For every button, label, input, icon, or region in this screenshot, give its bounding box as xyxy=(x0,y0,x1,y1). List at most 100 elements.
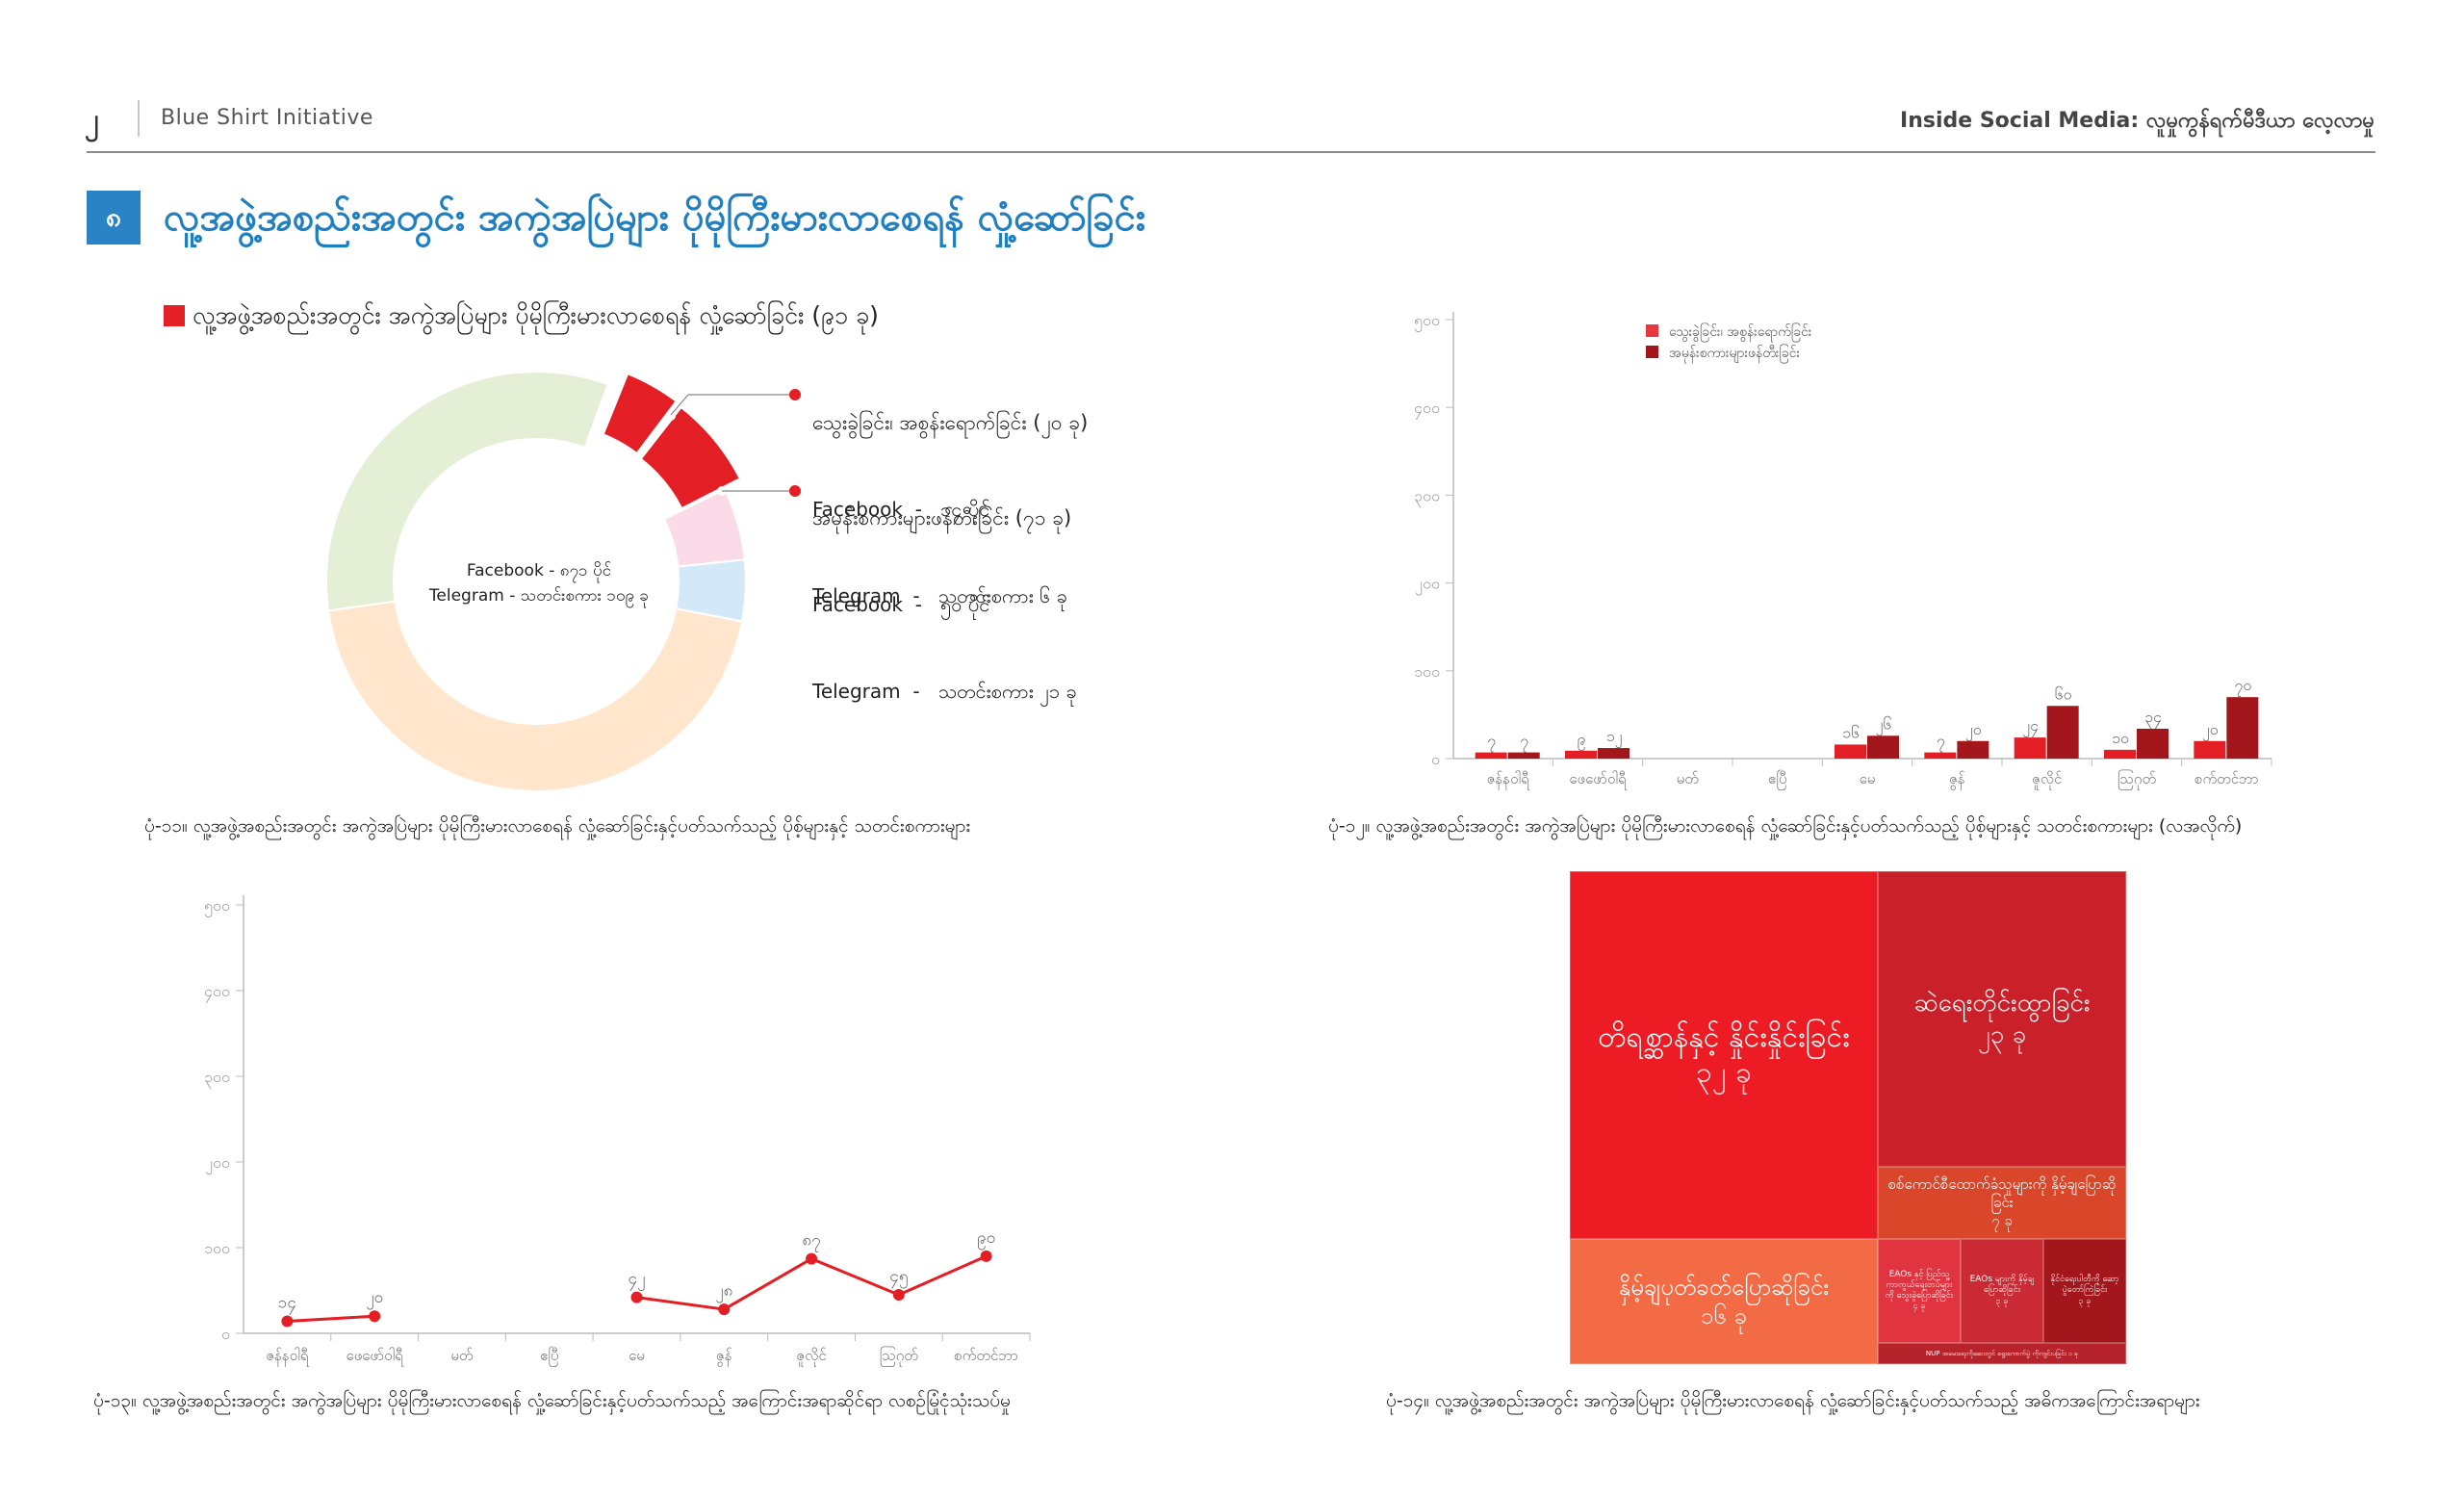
callout2-telegram: Telegram - သတင်းစကား ၂၁ ခု xyxy=(812,680,1077,703)
bar-x-tick-label: ဩဂုတ် xyxy=(2118,769,2156,790)
bar xyxy=(1867,735,1899,759)
line-y-tick-label: ၁၀၀ xyxy=(204,1239,230,1257)
line-y-tick-label: ၀ xyxy=(221,1325,230,1343)
treemap-count: ၁၆ ခု xyxy=(1700,1303,1748,1329)
donut-legend: လူ့အဖွဲ့အစည်းအတွင်း အကွဲအပြဲများ ပိုမိုက… xyxy=(164,300,879,336)
line-data-label: ၁၄ xyxy=(278,1294,296,1316)
line-point xyxy=(980,1250,992,1262)
line-data-label: ၄၂ xyxy=(629,1270,646,1292)
line-point xyxy=(630,1291,643,1303)
bar-caption: ပုံ-၁၂။ လူ့အဖွဲ့အစည်းအတွင်း အကွဲအပြဲများ… xyxy=(1328,815,2243,837)
treemap-cell-party: နိုင်ငံရေးပါတီကို ဆော့ပွဲတော်ကြဲခြင်း၃ ခ… xyxy=(2043,1239,2126,1343)
bar xyxy=(1475,752,1507,759)
line-y-tick-label: ၃၀၀ xyxy=(204,1068,230,1089)
bar-legend-swatch-1 xyxy=(1646,324,1658,337)
treemap-label: EAOs နှင့် ပြည်သူ့ကာကွယ်ရေးတပ်များကို သွ… xyxy=(1885,1269,1954,1302)
line-x-tick-label: မေ xyxy=(629,1347,645,1364)
line-x-tick-label: ဇွန် xyxy=(716,1347,732,1367)
line-data-label: ၂၈ xyxy=(715,1281,732,1303)
bar-data-label: ၃၄ xyxy=(2144,708,2162,729)
bar-x-tick-label: ဖေဖော်ဝါရီ xyxy=(1569,770,1628,790)
callout1-telegram: Telegram - သတင်းစကား ၆ ခု xyxy=(812,584,1067,607)
bar xyxy=(2194,740,2226,759)
bar-x-tick-label: စက်တင်ဘာ xyxy=(2194,770,2259,787)
line-x-tick-label: ဩဂုတ် xyxy=(880,1346,918,1367)
callout1-facebook: Facebook - ၁၄ ပိုင် xyxy=(812,498,990,521)
treemap-count: ၂၃ ခု xyxy=(1977,1019,2027,1049)
header-separator xyxy=(138,100,140,137)
treemap-label: စစ်ကောင်စီထောက်ခံသူများကို နှိမ့်ချပြောဆ… xyxy=(1887,1175,2117,1212)
donut-center-telegram: Telegram - သတင်းစကား ၁၀၉ ခု xyxy=(428,586,650,606)
bar-x-tick-label: ဇန်နဝါရီ xyxy=(1487,770,1530,790)
line-y-tick-label: ၄၀၀ xyxy=(204,982,230,1003)
callout1-leader xyxy=(670,394,689,416)
bar-data-label: ၇ xyxy=(1487,732,1496,753)
bar-y-tick-label: ၀ xyxy=(1431,750,1440,768)
section-number-badge: ၈ xyxy=(87,191,141,245)
bar-data-label: ၂၆ xyxy=(1876,714,1892,735)
bar-y-tick-label: ၁၀၀ xyxy=(1414,662,1440,681)
treemap-cell-animal-comparison: တိရစ္ဆာန်နှင့် နှိုင်းနှိုင်းခြင်း ၃၂ ခု xyxy=(1570,871,1878,1239)
report-title: Inside Social Media: လူမှုကွန်ရက်မီဒီယာ … xyxy=(1900,109,2374,133)
donut-center-label: Facebook - ၈၇၁ ပိုင် Telegram - သတင်းစကာ… xyxy=(375,558,703,608)
line-point xyxy=(718,1303,731,1316)
callout2-dot xyxy=(789,485,801,497)
line-caption: ပုံ-၁၃။ လူ့အဖွဲ့အစည်းအတွင်း အကွဲအပြဲများ… xyxy=(93,1390,1011,1411)
treemap-count: ၃ ခု xyxy=(2078,1296,2092,1306)
bar-data-label: ၁၂ xyxy=(1606,727,1623,748)
line-data-label: ၂၀ xyxy=(366,1288,383,1310)
line-x-tick-label: ဖေဖော်ဝါရီ xyxy=(346,1347,405,1367)
donut-slice-pink xyxy=(662,488,746,568)
donut-slice-polarization xyxy=(602,372,679,455)
line-x-tick-label: မတ် xyxy=(450,1347,473,1364)
treemap: တိရစ္ဆာန်နှင့် နှိုင်းနှိုင်းခြင်း ၃၂ ခုဆ… xyxy=(1570,871,2126,1364)
donut-center-facebook: Facebook - ၈၇၁ ပိုင် xyxy=(466,561,612,580)
line-data-label: ၈၇ xyxy=(802,1231,820,1253)
bar-data-label: ၉ xyxy=(1578,730,1586,751)
treemap-cell-eao-pdf: EAOs နှင့် ပြည်သူ့ကာကွယ်ရေးတပ်များကို သွ… xyxy=(1878,1239,1961,1343)
treemap-cell-nup: NUP အမေးရေးကိုဆေးတွင် ရွေးကောက်ပွဲ ကိုကျ… xyxy=(1878,1343,2126,1364)
bar-x-tick-label: မတ် xyxy=(1677,770,1699,787)
line-point xyxy=(369,1310,381,1323)
bar-data-label: ၁၆ xyxy=(1842,723,1860,741)
donut-caption: ပုံ-၁၁။ လူ့အဖွဲ့အစည်းအတွင်း အကွဲအပြဲများ… xyxy=(144,815,971,837)
line-x-tick-label: ဇန်နဝါရီ xyxy=(266,1347,309,1367)
bar-legend-label-2: အမုန်းစကားများဖန်တီးခြင်း xyxy=(1669,345,1800,363)
line-series xyxy=(287,1314,375,1324)
organization-name: Blue Shirt Initiative xyxy=(161,106,373,130)
header-rule xyxy=(87,151,2375,153)
bar xyxy=(1565,750,1597,759)
line-point xyxy=(892,1288,905,1301)
treemap-cell-eao: EAOs များကို နှိမ့်ချပြောဆိုခြင်း၃ ခု xyxy=(1961,1239,2043,1343)
bar-legend-label-1: သွေးခွဲခြင်း၊ အစွန်းရောက်ခြင်း xyxy=(1669,323,1812,342)
treemap-label: နိုင်ငံရေးပါတီကို ဆော့ပွဲတော်ကြဲခြင်း xyxy=(2050,1275,2119,1296)
bar xyxy=(1957,740,1989,759)
bar-data-label: ၁၀ xyxy=(2112,729,2129,747)
bar xyxy=(2137,728,2169,759)
bar xyxy=(1598,748,1630,759)
legend-swatch xyxy=(164,305,185,326)
bar xyxy=(2226,697,2259,759)
line-data-label: ၄၅ xyxy=(889,1267,908,1289)
donut-slice-hate-speech xyxy=(639,405,742,510)
bar-data-label: ၇၀ xyxy=(2234,676,2251,697)
bar xyxy=(2014,737,2046,759)
line-x-tick-label: ဧပြီ xyxy=(540,1347,559,1367)
treemap-cell-junta-supporters: စစ်ကောင်စီထောက်ခံသူများကို နှိမ့်ချပြောဆ… xyxy=(1878,1167,2126,1239)
donut-callout-2: အမုန်းစကားများဖန်တီးခြင်း (၇၁ ခု) Facebo… xyxy=(812,446,1077,735)
bar-y-tick-label: ၅၀၀ xyxy=(1414,311,1440,332)
bar xyxy=(2046,706,2079,759)
bar-legend-swatch-2 xyxy=(1646,346,1658,358)
treemap-cell-insults: ဆဲရေးတိုင်းထွာခြင်း ၂၃ ခု xyxy=(1878,871,2126,1167)
bar-y-tick-label: ၄၀၀ xyxy=(1414,399,1440,420)
line-data-label: ၉၀ xyxy=(977,1228,995,1251)
treemap-count: ၄ ခု xyxy=(1912,1302,1926,1312)
bar-y-tick-label: ၃၀၀ xyxy=(1414,486,1440,507)
bar xyxy=(1924,752,1957,759)
callout1-title: သွေးခွဲခြင်း၊ အစွန်းရောက်ခြင်း (၂၀ ခု) xyxy=(812,411,1089,434)
bar-data-label: ၇ xyxy=(1937,732,1945,753)
bar-y-tick-label: ၂၀၀ xyxy=(1415,575,1440,596)
bar-data-label: ၆၀ xyxy=(2055,684,2072,703)
